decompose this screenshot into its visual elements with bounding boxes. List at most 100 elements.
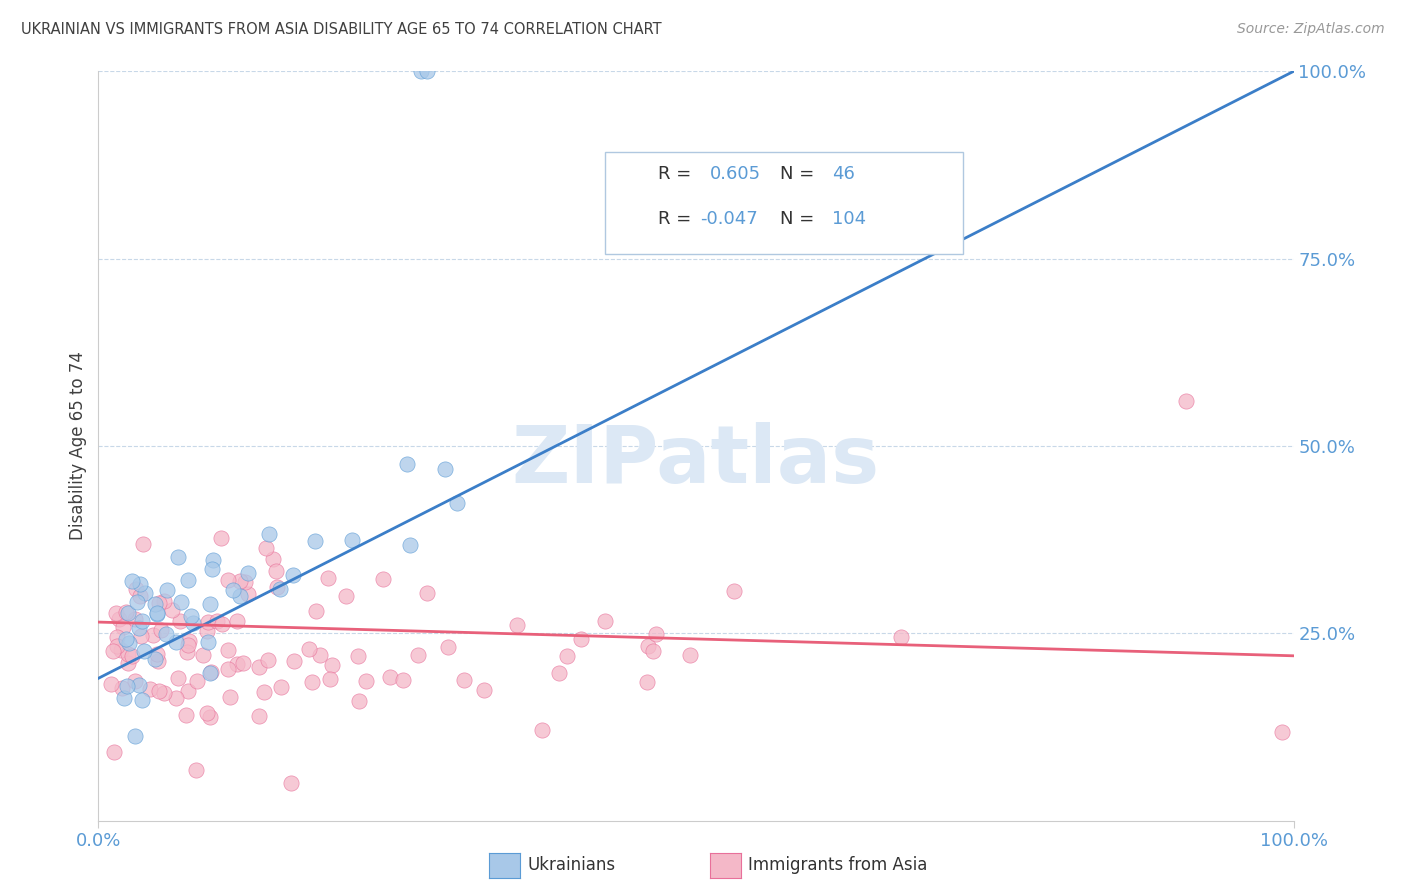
Point bbox=[176, 645, 198, 659]
Point bbox=[176, 573, 198, 587]
Point bbox=[305, 604, 328, 618]
Point bbox=[247, 659, 270, 673]
Point bbox=[131, 693, 153, 707]
Point bbox=[200, 710, 222, 724]
Point bbox=[238, 587, 260, 601]
Text: 46: 46 bbox=[832, 165, 855, 183]
Point bbox=[160, 603, 183, 617]
Point bbox=[217, 662, 239, 676]
Point bbox=[117, 607, 139, 621]
Point bbox=[166, 671, 188, 685]
Point bbox=[531, 723, 554, 737]
Point bbox=[217, 643, 239, 657]
Point bbox=[177, 638, 200, 652]
Point bbox=[298, 642, 321, 657]
Point bbox=[201, 561, 224, 575]
Text: N =: N = bbox=[780, 165, 820, 183]
Point bbox=[254, 541, 277, 555]
Point bbox=[257, 653, 280, 667]
Point bbox=[347, 694, 370, 708]
Text: R =: R = bbox=[658, 210, 697, 227]
Point bbox=[593, 614, 616, 628]
Point bbox=[319, 672, 342, 686]
Point bbox=[155, 626, 177, 640]
Point bbox=[114, 632, 136, 646]
Point bbox=[124, 729, 146, 743]
Point bbox=[118, 636, 141, 650]
Point bbox=[411, 64, 433, 78]
Point bbox=[132, 644, 155, 658]
Point bbox=[146, 647, 169, 661]
Point bbox=[186, 764, 208, 778]
Text: R =: R = bbox=[658, 165, 697, 183]
Point bbox=[437, 640, 460, 654]
Point bbox=[128, 589, 150, 603]
Text: 0.605: 0.605 bbox=[710, 165, 761, 183]
Point bbox=[395, 457, 418, 471]
Point bbox=[111, 620, 134, 634]
Point bbox=[506, 618, 529, 632]
Point bbox=[266, 564, 288, 578]
Point bbox=[259, 526, 281, 541]
Point bbox=[143, 651, 166, 665]
Point bbox=[125, 595, 148, 609]
Text: Immigrants from Asia: Immigrants from Asia bbox=[748, 856, 928, 874]
Point bbox=[547, 666, 569, 681]
Point bbox=[266, 581, 288, 595]
Point bbox=[347, 649, 370, 664]
Point bbox=[124, 673, 146, 688]
Point bbox=[103, 745, 125, 759]
Point bbox=[890, 630, 912, 644]
Point bbox=[472, 682, 495, 697]
Point bbox=[723, 583, 745, 598]
Point bbox=[165, 635, 187, 649]
Point bbox=[280, 776, 302, 790]
Point bbox=[139, 682, 162, 697]
Point bbox=[143, 598, 166, 612]
Point bbox=[233, 575, 256, 590]
Point bbox=[228, 574, 250, 589]
Point bbox=[128, 621, 150, 635]
Point bbox=[200, 665, 222, 679]
Point bbox=[399, 538, 422, 552]
Point bbox=[433, 461, 456, 475]
Text: UKRAINIAN VS IMMIGRANTS FROM ASIA DISABILITY AGE 65 TO 74 CORRELATION CHART: UKRAINIAN VS IMMIGRANTS FROM ASIA DISABI… bbox=[21, 22, 662, 37]
Point bbox=[217, 573, 239, 587]
Point bbox=[309, 648, 332, 662]
Point bbox=[112, 691, 135, 706]
Point bbox=[1271, 725, 1294, 739]
Y-axis label: Disability Age 65 to 74: Disability Age 65 to 74 bbox=[69, 351, 87, 541]
Point bbox=[125, 582, 148, 597]
Point bbox=[180, 609, 202, 624]
Text: ZIPatlas: ZIPatlas bbox=[512, 422, 880, 500]
Point bbox=[115, 605, 138, 619]
Point bbox=[636, 674, 658, 689]
Point bbox=[169, 614, 191, 628]
Point bbox=[416, 64, 439, 78]
Point bbox=[247, 709, 270, 723]
Point bbox=[128, 678, 150, 692]
Point bbox=[111, 681, 134, 696]
Text: 104: 104 bbox=[832, 210, 866, 227]
Point bbox=[104, 606, 127, 620]
Point bbox=[108, 612, 131, 626]
Point bbox=[150, 623, 173, 637]
Text: N =: N = bbox=[780, 210, 820, 227]
Point bbox=[281, 568, 304, 582]
Point bbox=[129, 629, 152, 643]
Point bbox=[177, 634, 200, 648]
Point bbox=[218, 690, 240, 705]
Point bbox=[406, 648, 429, 662]
Point bbox=[232, 656, 254, 670]
Text: Ukrainians: Ukrainians bbox=[527, 856, 616, 874]
Point bbox=[555, 649, 578, 664]
Point bbox=[211, 617, 233, 632]
Point bbox=[169, 595, 191, 609]
Point bbox=[643, 644, 665, 658]
Point bbox=[148, 596, 170, 610]
Point bbox=[253, 685, 276, 699]
Point bbox=[110, 643, 132, 657]
Point bbox=[101, 644, 124, 658]
Point bbox=[453, 673, 475, 687]
Point bbox=[129, 577, 152, 591]
